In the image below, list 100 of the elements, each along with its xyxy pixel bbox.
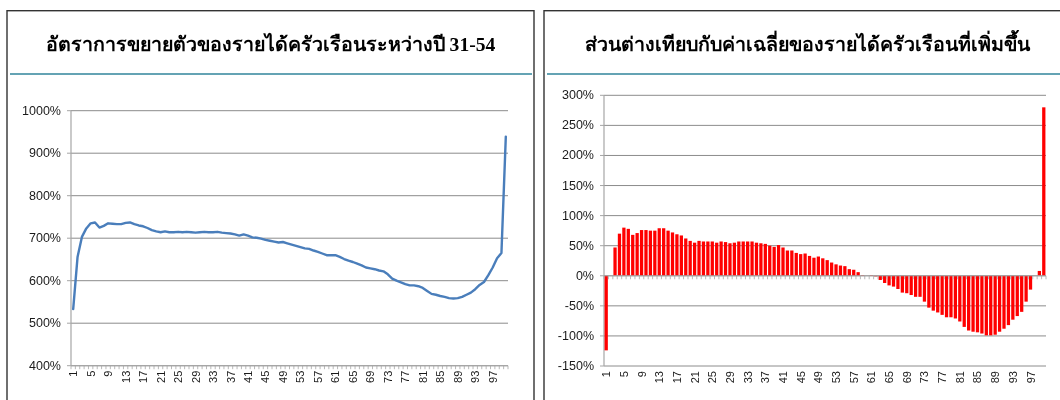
x-tick-label: 5 xyxy=(617,371,630,378)
x-tick-label: 85 xyxy=(971,371,984,384)
x-tick-label: 1 xyxy=(600,371,613,378)
x-tick-label: 45 xyxy=(259,370,272,383)
bar xyxy=(679,235,683,276)
bar xyxy=(984,275,988,336)
bar xyxy=(993,275,997,335)
bar xyxy=(843,266,847,276)
bar xyxy=(803,253,807,276)
x-tick-label: 53 xyxy=(830,371,843,384)
y-tick-label: 800% xyxy=(29,188,61,203)
x-tick-label: 21 xyxy=(688,371,701,384)
bar xyxy=(781,247,785,276)
bar xyxy=(975,275,980,333)
y-tick-label: -150% xyxy=(557,359,594,373)
bar xyxy=(896,275,900,289)
x-tick-label: 25 xyxy=(172,370,185,383)
y-tick-label: 600% xyxy=(29,273,61,288)
bar xyxy=(750,241,754,276)
bar xyxy=(759,243,763,276)
bar xyxy=(701,241,706,276)
bar xyxy=(971,275,975,332)
bar xyxy=(723,242,728,276)
bar xyxy=(1042,107,1046,276)
y-tick-label: 100% xyxy=(562,208,594,223)
x-tick-label: 69 xyxy=(364,370,377,383)
x-tick-label: 57 xyxy=(311,370,324,383)
y-tick-label: 200% xyxy=(562,148,594,163)
x-tick-label: 85 xyxy=(434,370,447,383)
bar xyxy=(891,275,896,287)
y-tick-label: 0% xyxy=(575,268,594,283)
y-tick-label: -50% xyxy=(564,298,594,313)
y-tick-label: 50% xyxy=(568,238,594,253)
x-tick-label: 37 xyxy=(759,371,772,384)
x-tick-label: 77 xyxy=(399,370,412,383)
y-tick-label: 250% xyxy=(562,118,594,133)
bar xyxy=(622,227,626,276)
x-tick-label: 41 xyxy=(241,370,254,383)
x-tick-label: 17 xyxy=(670,371,683,384)
x-tick-label: 61 xyxy=(329,370,342,383)
x-tick-label: 33 xyxy=(741,371,754,384)
bar xyxy=(900,275,904,293)
chart-title: ส่วนต่างเทียบกับค่าเฉลี่ยของรายได้ครัวเรือนที่เพิ่มขึ้น xyxy=(585,29,1031,55)
x-tick-label: 29 xyxy=(189,370,202,383)
bar xyxy=(1002,275,1006,329)
bar xyxy=(834,264,838,276)
x-tick-label: 5 xyxy=(84,370,97,377)
bar xyxy=(710,241,714,276)
x-tick-label: 89 xyxy=(989,371,1002,384)
bar xyxy=(697,240,701,276)
bar xyxy=(626,228,630,276)
bar xyxy=(997,275,1002,332)
y-tick-label: -100% xyxy=(557,328,594,343)
bar xyxy=(949,275,953,318)
y-tick-label: 900% xyxy=(29,146,61,161)
x-tick-label: 93 xyxy=(1006,371,1019,384)
bar xyxy=(737,241,741,276)
bar xyxy=(644,230,648,276)
x-tick-label: 57 xyxy=(847,371,860,384)
y-tick-label: 400% xyxy=(29,358,61,373)
x-tick-label: 73 xyxy=(918,371,931,384)
x-tick-label: 29 xyxy=(723,371,736,384)
y-tick-label: 1000% xyxy=(22,103,61,118)
bar xyxy=(1006,275,1011,326)
x-tick-label: 1 xyxy=(67,370,80,377)
x-tick-label: 49 xyxy=(812,371,825,384)
bar xyxy=(927,275,931,308)
bar xyxy=(962,275,966,327)
x-tick-label: 41 xyxy=(777,371,790,384)
bar xyxy=(887,275,891,286)
bar xyxy=(913,275,918,297)
x-tick-label: 89 xyxy=(451,370,464,383)
bar xyxy=(967,275,971,331)
bar xyxy=(1020,275,1024,312)
x-tick-label: 49 xyxy=(276,370,289,383)
y-tick-label: 300% xyxy=(562,88,594,103)
bar xyxy=(944,275,949,318)
x-tick-label: 77 xyxy=(936,371,949,384)
bar xyxy=(776,245,781,276)
x-tick-label: 73 xyxy=(381,370,394,383)
y-tick-label: 700% xyxy=(29,231,61,246)
x-tick-label: 81 xyxy=(416,370,429,383)
x-tick-label: 21 xyxy=(154,370,167,383)
y-tick-label: 150% xyxy=(562,178,594,193)
bar xyxy=(940,275,944,315)
x-tick-label: 61 xyxy=(865,371,878,384)
chart-title: อัตราการขยายตัวของรายได้ครัวเรือนระหว่างปี 31-54 xyxy=(45,32,496,55)
x-tick-label: 69 xyxy=(900,371,913,384)
x-tick-label: 97 xyxy=(486,370,499,383)
x-tick-label: 37 xyxy=(224,370,237,383)
bar xyxy=(1015,275,1019,317)
bar xyxy=(684,238,688,276)
bar xyxy=(604,275,608,351)
x-tick-label: 81 xyxy=(953,371,966,384)
x-tick-label: 97 xyxy=(1024,371,1037,384)
bar xyxy=(931,275,935,311)
x-tick-label: 45 xyxy=(794,371,807,384)
x-tick-label: 13 xyxy=(119,370,132,383)
bar xyxy=(980,275,984,334)
y-tick-label: 500% xyxy=(29,316,61,331)
